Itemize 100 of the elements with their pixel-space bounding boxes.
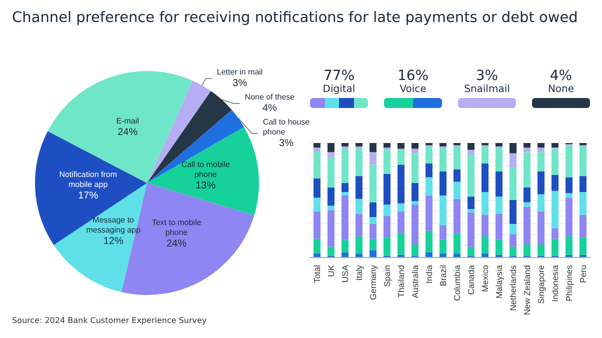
bar bbox=[566, 236, 572, 255]
bar bbox=[580, 238, 586, 255]
bar bbox=[566, 193, 572, 198]
bar bbox=[370, 217, 376, 224]
bar bbox=[426, 177, 432, 196]
bar bbox=[510, 166, 516, 200]
bar bbox=[524, 244, 530, 256]
text: 77% bbox=[322, 68, 356, 84]
bar bbox=[412, 143, 418, 149]
slice-label: None of these bbox=[244, 92, 296, 102]
bar bbox=[524, 202, 530, 207]
bar bbox=[552, 238, 558, 256]
data-label: 4% bbox=[262, 102, 278, 114]
bar bbox=[482, 164, 488, 192]
x-tick-label: Brazil bbox=[438, 264, 448, 286]
bar bbox=[412, 201, 418, 205]
bar bbox=[412, 182, 418, 202]
slice-label: Call to house phone bbox=[262, 117, 310, 136]
bar bbox=[510, 153, 516, 167]
chart-title: Channel preference for receiving notifications for late payments or debt owed bbox=[12, 10, 578, 26]
bar bbox=[496, 148, 502, 172]
bar bbox=[314, 150, 320, 178]
bar bbox=[538, 152, 544, 172]
bar bbox=[566, 198, 572, 236]
bar bbox=[524, 152, 530, 188]
bar bbox=[524, 148, 530, 152]
bar bbox=[482, 146, 488, 164]
x-tick-label: Peru bbox=[578, 264, 588, 283]
bar bbox=[370, 250, 376, 257]
slice-label: Call to mobile phone bbox=[181, 160, 230, 180]
bar bbox=[538, 143, 544, 148]
bar bbox=[384, 238, 390, 256]
x-tick-label: Columbia bbox=[452, 264, 462, 301]
x-tick-label: Singapore bbox=[536, 264, 546, 304]
data-label: 12% bbox=[103, 236, 124, 247]
bar bbox=[426, 146, 432, 164]
bar bbox=[468, 212, 474, 247]
bar bbox=[440, 148, 446, 172]
bar bbox=[426, 195, 432, 231]
data-label: 13% bbox=[196, 180, 216, 192]
bar bbox=[370, 164, 376, 202]
bar bbox=[468, 143, 474, 150]
bar bbox=[356, 176, 362, 199]
bar bbox=[356, 236, 362, 254]
bar bbox=[314, 238, 320, 254]
bar bbox=[356, 143, 362, 146]
bar bbox=[552, 190, 558, 228]
bar bbox=[482, 236, 488, 254]
bar bbox=[398, 143, 404, 149]
x-tick-label: Thailand bbox=[396, 264, 406, 298]
bar bbox=[328, 187, 334, 206]
bar bbox=[370, 202, 376, 218]
bar bbox=[342, 192, 348, 196]
bar bbox=[538, 194, 544, 212]
bar bbox=[412, 204, 418, 244]
bar bbox=[538, 211, 544, 244]
data-label: 3% bbox=[232, 78, 248, 89]
bar bbox=[314, 143, 320, 148]
data-label: 17% bbox=[78, 190, 98, 202]
bar bbox=[440, 195, 446, 226]
bar bbox=[398, 203, 404, 212]
bar bbox=[496, 214, 502, 240]
bar bbox=[454, 254, 460, 257]
x-tick-label: Mexico bbox=[480, 264, 490, 292]
bar bbox=[468, 154, 474, 197]
bar bbox=[552, 174, 558, 191]
x-tick-label: Germany bbox=[368, 264, 378, 300]
x-tick-label: Malaysia bbox=[494, 264, 504, 299]
bar bbox=[482, 192, 488, 215]
bar bbox=[314, 211, 320, 239]
bar bbox=[384, 143, 390, 148]
bar bbox=[328, 246, 334, 256]
bar bbox=[454, 169, 460, 182]
bar bbox=[356, 148, 362, 176]
bar bbox=[356, 254, 362, 257]
bar bbox=[454, 233, 460, 254]
bar bbox=[328, 143, 334, 152]
bar bbox=[314, 254, 320, 257]
data-label: 24% bbox=[118, 126, 138, 138]
bar bbox=[370, 143, 376, 152]
text: 16% bbox=[396, 68, 430, 84]
bar bbox=[510, 224, 516, 234]
bar bbox=[454, 146, 460, 170]
bar bbox=[580, 192, 586, 215]
bar bbox=[440, 225, 446, 240]
bar bbox=[384, 150, 390, 174]
x-tick-label: Spain bbox=[382, 264, 392, 287]
bar bbox=[538, 148, 544, 152]
bar bbox=[342, 240, 348, 252]
x-tick-label: Total bbox=[312, 264, 322, 283]
bar bbox=[328, 158, 334, 188]
bar bbox=[342, 148, 348, 183]
bar bbox=[412, 153, 418, 183]
bar bbox=[412, 148, 418, 154]
bar bbox=[580, 146, 586, 176]
bar bbox=[398, 211, 404, 234]
bar bbox=[426, 230, 432, 252]
x-tick-label: New Zealand bbox=[522, 264, 532, 316]
bar bbox=[342, 143, 348, 146]
bar bbox=[454, 182, 460, 199]
